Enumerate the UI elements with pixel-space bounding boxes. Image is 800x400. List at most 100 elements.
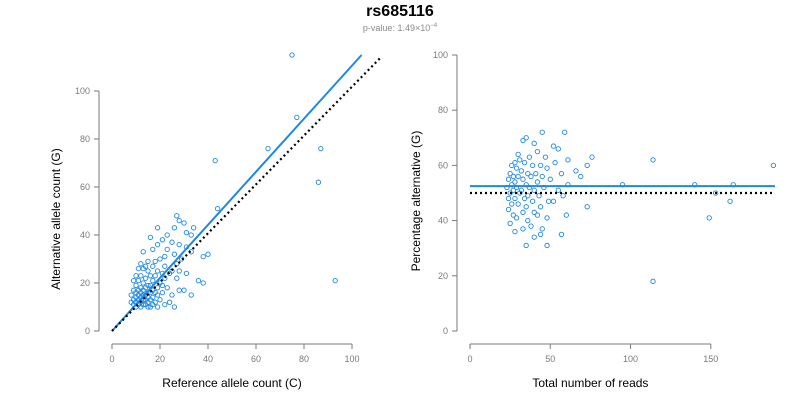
right-data-point (555, 187, 561, 193)
right-data-point (584, 162, 590, 169)
right-data-point (529, 198, 536, 204)
right-data-point (650, 278, 656, 284)
left-data-point (176, 287, 182, 293)
right-y-tick-label: 20 (438, 271, 448, 281)
right-data-point (507, 220, 513, 227)
right-x-tick-label: 0 (467, 354, 472, 364)
right-data-point (520, 209, 526, 215)
left-data-point (147, 304, 154, 310)
right-x-tick-label: 100 (623, 354, 638, 364)
left-y-axis-label: Alternative allele count (G) (49, 148, 63, 289)
right-data-point (520, 176, 526, 182)
left-y-tick-label: 40 (80, 230, 90, 240)
left-data-point (164, 232, 170, 238)
left-data-point (183, 229, 190, 236)
left-data-point (332, 277, 338, 284)
left-data-point (142, 275, 149, 281)
left-x-axis-label: Reference allele count (C) (162, 376, 301, 390)
left-data-point (150, 277, 156, 284)
left-data-point (159, 289, 166, 296)
right-data-point (505, 176, 512, 182)
right-data-point (529, 162, 536, 169)
left-data-point (188, 232, 194, 238)
chart-title: rs685116 (366, 3, 434, 20)
left-data-point (152, 273, 158, 279)
right-data-point (523, 135, 529, 141)
left-fit-line (111, 54, 363, 332)
left-x-tick-label: 20 (155, 354, 165, 364)
subtitle-exponent: −4 (430, 23, 438, 29)
left-data-point (200, 280, 206, 286)
left-data-point (140, 265, 146, 272)
right-data-point (513, 165, 520, 171)
left-data-point (145, 268, 151, 274)
right-data-point (706, 215, 712, 221)
right-data-point (584, 204, 590, 210)
right-data-point (770, 162, 777, 169)
left-data-point (152, 258, 158, 265)
left-data-point (183, 270, 190, 277)
right-data-point (547, 176, 553, 182)
right-data-point (512, 228, 518, 235)
left-data-point (315, 179, 322, 185)
right-data-point (544, 242, 550, 249)
left-data-point (214, 205, 221, 212)
right-data-point (509, 201, 515, 207)
right-data-point (555, 146, 561, 152)
right-data-point (507, 171, 513, 177)
right-data-point (589, 154, 595, 160)
left-data-point (205, 251, 211, 257)
left-reference-line (111, 56, 382, 332)
right-data-point (507, 190, 513, 196)
right-x-tick-label: 150 (703, 354, 718, 364)
right-data-point (513, 215, 520, 221)
right-data-point (562, 129, 568, 135)
right-data-point (537, 204, 544, 210)
right-data-point (521, 159, 528, 166)
left-y-tick-label: 60 (80, 182, 90, 192)
left-data-point (166, 270, 173, 277)
right-data-point (528, 223, 534, 229)
left-data-point (162, 263, 168, 269)
right-data-point (558, 231, 565, 238)
right-y-tick-label: 100 (433, 50, 448, 60)
right-data-point (512, 179, 518, 185)
right-data-point (525, 171, 531, 177)
right-y-tick-label: 80 (438, 105, 448, 115)
right-data-point (539, 129, 545, 135)
left-data-point (289, 52, 295, 58)
left-data-point (150, 263, 156, 269)
left-data-point (176, 268, 182, 274)
right-data-point (521, 195, 528, 202)
left-data-point (169, 292, 175, 298)
left-data-point (159, 282, 166, 289)
right-data-point (542, 154, 549, 160)
right-data-point (505, 206, 512, 213)
left-y-tick-label: 0 (85, 326, 90, 336)
right-data-point (539, 173, 545, 180)
left-data-point (176, 217, 182, 224)
right-data-point (573, 168, 579, 174)
left-data-point (171, 251, 178, 257)
left-data-point (154, 225, 161, 231)
right-data-point (558, 171, 565, 177)
left-data-point (157, 256, 163, 262)
left-data-point (140, 249, 146, 255)
right-data-point (537, 231, 544, 238)
left-y-tick-label: 80 (80, 134, 90, 144)
right-data-point (536, 193, 542, 199)
left-data-point (265, 145, 271, 152)
right-data-point (505, 195, 512, 202)
right-data-point (523, 204, 529, 210)
left-data-point (147, 234, 154, 241)
left-data-point (150, 246, 156, 253)
right-data-point (512, 159, 518, 166)
right-data-point (515, 173, 521, 180)
right-data-point (515, 151, 521, 158)
left-data-point (154, 304, 161, 310)
left-y-tick-label: 20 (80, 278, 90, 288)
right-data-point (534, 148, 541, 155)
right-data-point (712, 190, 719, 196)
right-data-point (510, 173, 516, 180)
